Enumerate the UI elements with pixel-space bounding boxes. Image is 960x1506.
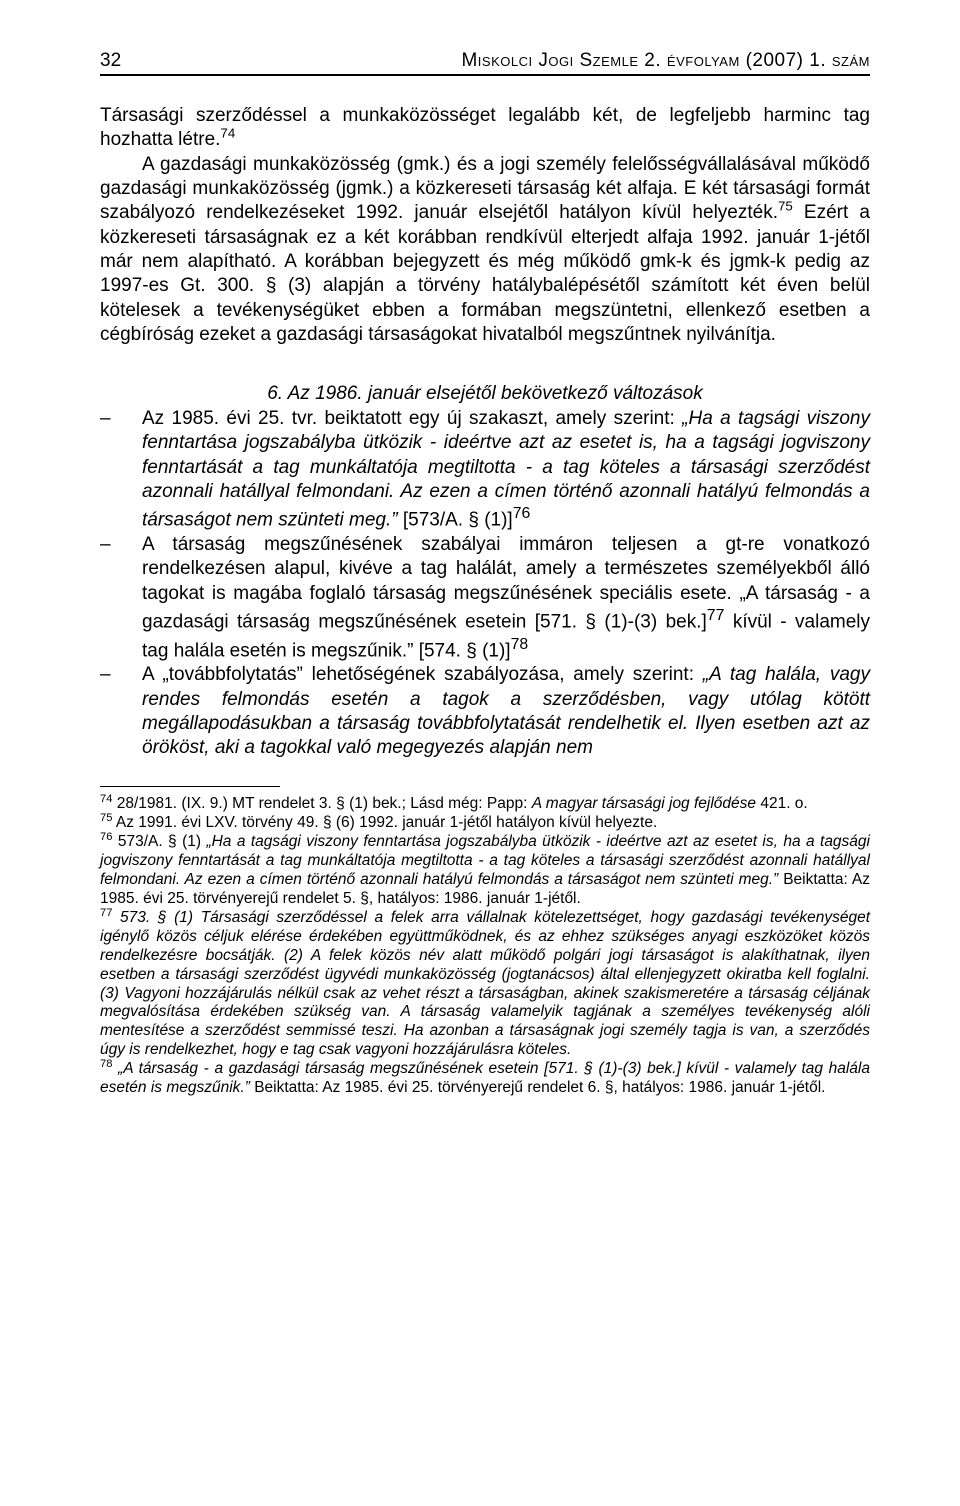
item1-text-b: [573/A. § (1)]: [398, 510, 513, 531]
footnote-ref-75: 75: [778, 199, 793, 214]
footnotes-block: 74 28/1981. (IX. 9.) MT rendelet 3. § (1…: [100, 795, 870, 1098]
fn74-text-a: 28/1981. (IX. 9.) MT rendelet 3. § (1) b…: [112, 795, 531, 812]
item3-text-a: A „továbbfolytatás” lehetőségének szabál…: [142, 664, 703, 685]
fn74-italic: A magyar társasági jog fejlődése: [532, 795, 756, 812]
header-title: Miskolci Jogi Szemle 2. évfolyam (2007) …: [461, 50, 870, 72]
fn75-text: Az 1991. évi LXV. törvény 49. § (6) 1992…: [112, 814, 657, 831]
page-header: 32 Miskolci Jogi Szemle 2. évfolyam (200…: [100, 50, 870, 76]
fn76-italic: „Ha a tagsági viszony fenntartása jogsza…: [100, 833, 870, 888]
page-container: 32 Miskolci Jogi Szemle 2. évfolyam (200…: [0, 0, 960, 1158]
fn76-text-a: 573/A. § (1): [112, 833, 206, 850]
body-paragraph-2: A gazdasági munkaközösség (gmk.) és a jo…: [100, 153, 870, 348]
footnote-ref-74: 74: [220, 126, 235, 141]
list-item-1: Az 1985. évi 25. tvr. beiktatott egy új …: [100, 407, 870, 533]
footnote-separator: [100, 786, 280, 787]
fn76-num: 76: [100, 831, 112, 843]
p2-text-a: A gazdasági munkaközösség (gmk.) és a jo…: [100, 154, 870, 224]
footnote-77: 77 573. § (1) Társasági szerződéssel a f…: [100, 909, 870, 1060]
footnote-78: 78 „A társaság - a gazdasági társaság me…: [100, 1060, 870, 1098]
footnote-75: 75 Az 1991. évi LXV. törvény 49. § (6) 1…: [100, 814, 870, 833]
footnote-76: 76 573/A. § (1) „Ha a tagsági viszony fe…: [100, 833, 870, 909]
body-paragraph-1: Társasági szerződéssel a munkaközösséget…: [100, 104, 870, 153]
section-heading: 6. Az 1986. január elsejétől bekövetkező…: [100, 383, 870, 405]
fn75-num: 75: [100, 812, 112, 824]
p2-text-b: Ezért a közkereseti társaságnak ez a két…: [100, 202, 870, 345]
fn78-num: 78: [100, 1058, 112, 1070]
item1-text-a: Az 1985. évi 25. tvr. beiktatott egy új …: [142, 408, 682, 429]
footnote-ref-77: 77: [707, 607, 725, 624]
change-list: Az 1985. évi 25. tvr. beiktatott egy új …: [100, 407, 870, 760]
p1-text: Társasági szerződéssel a munkaközösséget…: [100, 105, 870, 150]
list-item-2: A társaság megszűnésének szabályai immár…: [100, 533, 870, 663]
footnote-74: 74 28/1981. (IX. 9.) MT rendelet 3. § (1…: [100, 795, 870, 814]
fn77-italic: 573. § (1) Társasági szerződéssel a fele…: [100, 909, 870, 1058]
fn74-text-b: 421. o.: [756, 795, 808, 812]
fn74-num: 74: [100, 793, 112, 805]
footnote-ref-76: 76: [513, 505, 531, 522]
footnote-ref-78: 78: [511, 636, 529, 653]
page-number: 32: [100, 50, 121, 72]
list-item-3: A „továbbfolytatás” lehetőségének szabál…: [100, 663, 870, 760]
fn77-num: 77: [100, 907, 112, 919]
fn78-text-b: Beiktatta: Az 1985. évi 25. törvényerejű…: [250, 1079, 826, 1096]
